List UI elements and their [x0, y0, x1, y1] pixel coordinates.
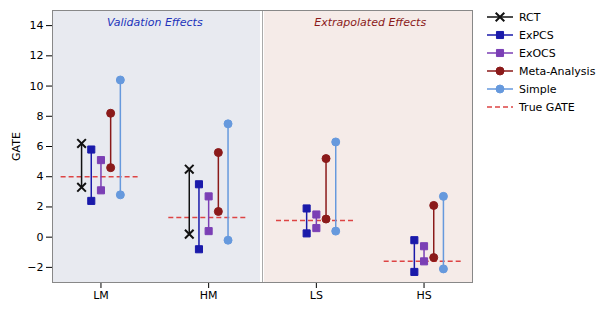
svg-text:10: 10: [30, 80, 44, 93]
svg-text:Extrapolated Effects: Extrapolated Effects: [314, 16, 426, 29]
html-text:Simple: Simple: [519, 82, 557, 96]
svg-text:HM: HM: [200, 289, 218, 302]
html-text:Meta-Analysis: Meta-Analysis: [519, 64, 596, 78]
svg-text:LS: LS: [310, 289, 323, 302]
svg-text:Validation Effects: Validation Effects: [107, 16, 203, 29]
svg-text:12: 12: [30, 49, 44, 62]
svg-text:4: 4: [37, 170, 44, 183]
html-text:RCT: RCT: [519, 10, 541, 24]
svg-text:LM: LM: [93, 289, 109, 302]
html-text:True GATE: True GATE: [519, 100, 575, 114]
svg-text:−2: −2: [27, 261, 43, 274]
svg-text:GATE: GATE: [10, 132, 23, 161]
svg-text:2: 2: [37, 200, 44, 213]
svg-text:14: 14: [30, 19, 44, 32]
html-text:ExPCS: ExPCS: [519, 28, 554, 42]
svg-text:6: 6: [37, 140, 44, 153]
svg-text:0: 0: [37, 231, 44, 244]
html-text:ExOCS: ExOCS: [519, 46, 556, 60]
svg-text:8: 8: [37, 110, 44, 123]
svg-text:HS: HS: [416, 289, 431, 302]
